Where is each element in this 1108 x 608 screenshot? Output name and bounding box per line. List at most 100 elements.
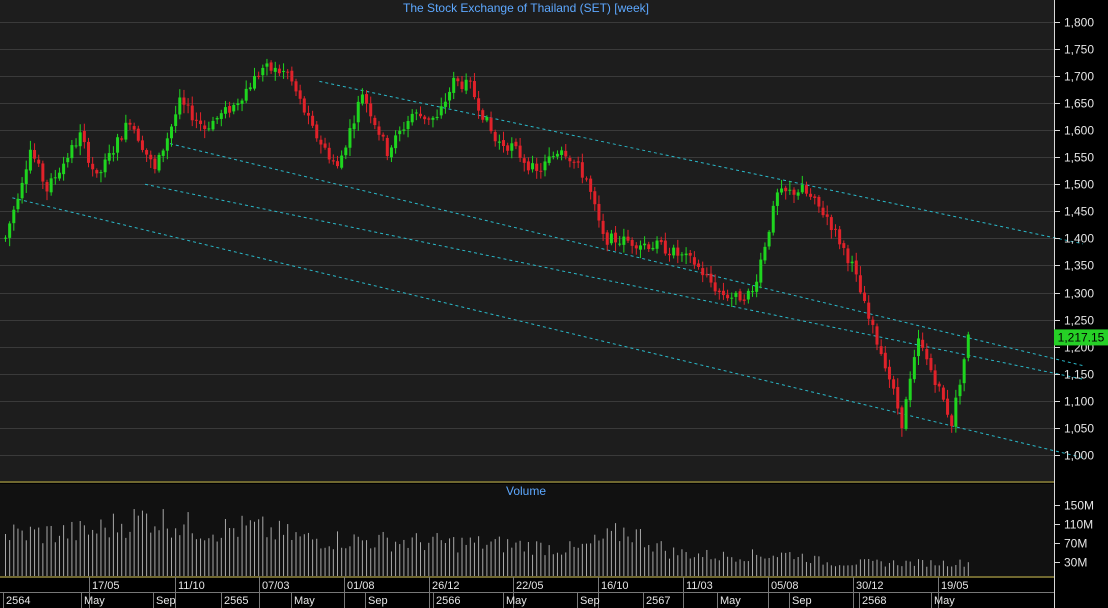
candle-body (609, 233, 613, 244)
price-gridlines (0, 22, 1054, 456)
candle-body (489, 117, 493, 132)
candle-body (643, 243, 647, 246)
date-label-bottom: Sep (156, 595, 176, 607)
candle-body (481, 110, 485, 120)
candle-body (875, 326, 879, 345)
candle-body (103, 159, 107, 173)
candle-body (705, 274, 709, 276)
candle-body (763, 246, 767, 261)
candle-body (394, 135, 398, 149)
price-tick-label: 1,650 (1064, 97, 1094, 111)
candle-body (734, 292, 738, 297)
candle-body (547, 156, 551, 163)
candle-body (477, 98, 481, 111)
candle-body (219, 113, 223, 119)
candle-body (95, 170, 99, 174)
candle-body (49, 178, 53, 193)
candle-body (634, 245, 638, 249)
candle-body (730, 297, 734, 299)
candle-body (149, 154, 153, 160)
candle-body (751, 291, 754, 293)
candle-body (531, 163, 535, 170)
candle-body (680, 254, 684, 256)
candle-body (273, 67, 277, 72)
candle-body (282, 70, 286, 72)
candle-body (406, 121, 410, 130)
candle-body (701, 268, 705, 276)
candle-body (692, 257, 696, 265)
candle-body (605, 232, 609, 245)
candle-body (107, 153, 111, 161)
date-label-bottom: May (294, 595, 315, 607)
candle-body (912, 357, 916, 380)
candle-body (340, 155, 344, 168)
candle-body (116, 137, 120, 153)
date-label-bottom: May (506, 595, 527, 607)
candle-body (331, 160, 335, 162)
date-label-top: 17/05 (92, 580, 120, 592)
candle-body (535, 163, 539, 172)
candle-body (194, 119, 198, 121)
candle-body (365, 94, 369, 104)
candle-body (709, 273, 713, 283)
candle-body (327, 147, 331, 160)
candle-body (28, 149, 32, 171)
candle-body (306, 112, 310, 116)
price-tick-label: 1,800 (1064, 16, 1094, 30)
candle-body (20, 182, 24, 199)
candle-body (236, 103, 240, 105)
candle-body (124, 122, 128, 140)
candle-body (448, 91, 452, 101)
date-label-bottom: 2566 (436, 595, 460, 607)
date-label-top: 11/03 (686, 580, 713, 592)
candle-body (771, 205, 775, 233)
candle-body (863, 292, 867, 302)
candle-body (136, 128, 140, 141)
candle-body (925, 349, 929, 360)
candle-body (302, 98, 306, 113)
candle-body (676, 247, 680, 256)
candle-body (858, 275, 862, 293)
candle-body (904, 399, 908, 429)
candle-body (746, 290, 750, 300)
candle-body (257, 75, 261, 77)
candle-body (157, 154, 161, 171)
candle-body (883, 352, 887, 369)
candle-body (323, 143, 327, 148)
price-tick-label: 1,550 (1064, 151, 1094, 165)
candle-body (871, 319, 875, 325)
candle-body (240, 100, 244, 104)
candle-body (87, 141, 90, 163)
candles (4, 58, 970, 437)
candle-body (385, 137, 389, 157)
candle-body (443, 101, 447, 107)
candle-body (174, 114, 178, 127)
candle-body (78, 132, 82, 147)
candle-body (560, 150, 564, 155)
date-label-top: 05/08 (771, 580, 799, 592)
last-price-label: 1,217.15 (1058, 330, 1105, 344)
candle-body (638, 245, 642, 250)
price-tick-label: 1,300 (1064, 287, 1094, 301)
candle-body (460, 81, 464, 89)
candle-body (958, 384, 962, 397)
candle-body (900, 407, 904, 429)
volume-panel-title: Volume (506, 484, 546, 498)
candle-body (688, 253, 692, 256)
price-tick-label: 1,700 (1064, 70, 1094, 84)
candle-body (493, 131, 497, 142)
candle-body (211, 120, 215, 130)
candle-body (277, 68, 281, 74)
trend-line (169, 143, 1084, 367)
date-label-bottom: Sep (368, 595, 388, 607)
date-label-bottom: Sep (580, 595, 600, 607)
candle-body (439, 106, 443, 116)
candle-body (82, 130, 86, 143)
candle-body (161, 150, 165, 156)
candle-body (962, 359, 966, 384)
date-label-bottom: 2565 (224, 595, 248, 607)
candle-body (717, 290, 721, 293)
candle-body (846, 248, 850, 264)
price-tick-label: 1,100 (1064, 395, 1094, 409)
